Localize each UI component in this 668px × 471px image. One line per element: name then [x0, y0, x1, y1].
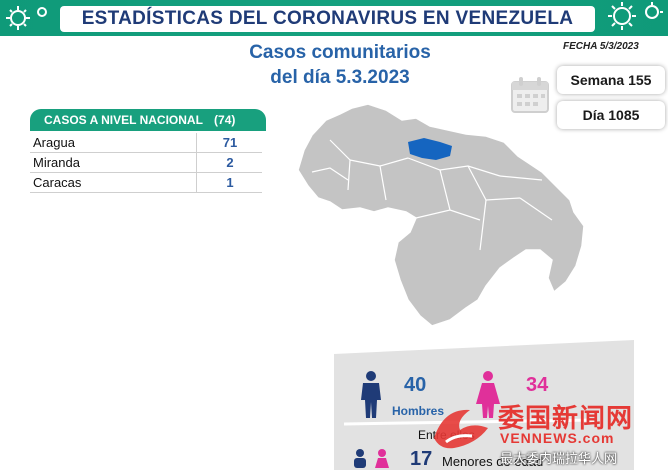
national-cases-header: CASOS A NIVEL NACIONAL (74) [30, 109, 266, 131]
venezuela-map [297, 103, 585, 327]
subtitle-line-1: Casos comunitarios [249, 42, 431, 63]
watermark-url: VENNEWS.com [500, 430, 615, 446]
map-country-shape [297, 103, 585, 327]
report-date: FECHA 5/3/2023 [563, 41, 639, 52]
national-cases-table: Aragua 71 Miranda 2 Caracas 1 [30, 133, 262, 193]
national-cases-total: (74) [214, 113, 236, 127]
minors-count: 17 [410, 448, 433, 470]
watermark-brand: 委国新闻网 [498, 403, 634, 433]
state-cases: 1 [196, 173, 263, 192]
family-icon [354, 449, 389, 468]
calendar-icon [511, 77, 549, 113]
virus-icon [608, 2, 663, 30]
man-icon [361, 371, 381, 418]
day-badge: Día 1085 [557, 101, 665, 129]
women-count: 34 [526, 374, 549, 396]
state-name: Caracas [33, 175, 82, 190]
table-row: Miranda 2 [30, 153, 262, 173]
header-title-box: ESTADÍSTICAS DEL CORONAVIRUS EN VENEZUEL… [60, 6, 595, 32]
table-row: Caracas 1 [30, 173, 262, 193]
men-count: 40 [404, 374, 427, 396]
woman-icon [476, 371, 500, 418]
state-name: Aragua [33, 135, 75, 150]
state-cases: 2 [196, 153, 263, 172]
table-row: Aragua 71 [30, 133, 262, 153]
subtitle: Casos comunitarios del día 5.3.2023 [200, 40, 480, 90]
virus-icon [6, 6, 47, 30]
watermark-logo-icon [434, 409, 488, 449]
watermark-tagline: 最大委内瑞拉华人网 [500, 451, 618, 466]
state-cases: 71 [196, 133, 263, 152]
header-banner: ESTADÍSTICAS DEL CORONAVIRUS EN VENEZUEL… [0, 0, 668, 36]
national-cases-label: CASOS A NIVEL NACIONAL [44, 113, 203, 127]
week-badge: Semana 155 [557, 66, 665, 94]
subtitle-line-2: del día 5.3.2023 [270, 67, 410, 88]
state-name: Miranda [33, 155, 80, 170]
minors-label: Menores de edad [442, 454, 544, 469]
men-label: Hombres [392, 404, 445, 418]
page-title: ESTADÍSTICAS DEL CORONAVIRUS EN VENEZUEL… [81, 8, 574, 29]
aragua-highlight [408, 138, 452, 160]
